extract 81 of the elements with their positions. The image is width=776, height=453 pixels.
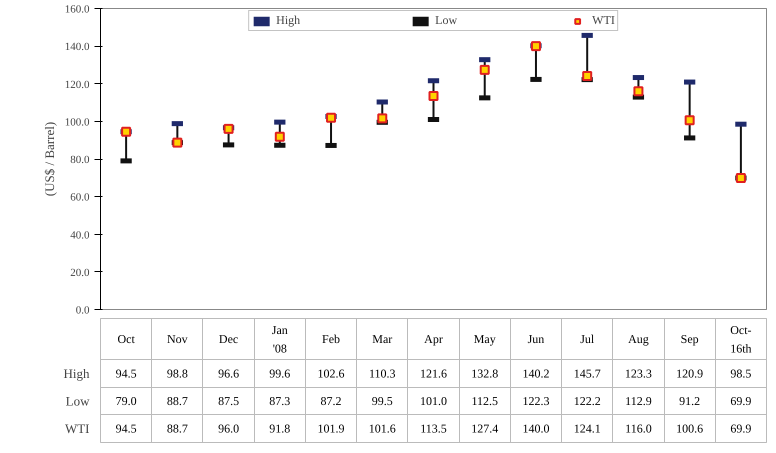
- data-label: 87.3: [269, 394, 290, 408]
- y-tick-label: 60.0: [70, 192, 90, 204]
- point: [633, 86, 644, 96]
- point: [326, 112, 336, 123]
- data-label: 96.0: [218, 422, 240, 436]
- y-tick-label: 100.0: [64, 116, 90, 128]
- data-label: 98.8: [166, 366, 188, 381]
- data-label: 110.3: [368, 366, 396, 381]
- x-tick-label: Jan '08: [272, 323, 288, 356]
- data-label: 116.0: [625, 422, 652, 436]
- point: [377, 113, 388, 124]
- data-label: 112.9: [625, 394, 652, 408]
- point: [274, 132, 285, 142]
- y-tick-label: 140.0: [64, 41, 90, 54]
- y-axis-title: (US$ / Barrel): [42, 122, 57, 196]
- data-label: 87.2: [320, 394, 342, 408]
- x-tick-label: Oct: [117, 332, 136, 346]
- data-label: 91.8: [269, 422, 290, 436]
- data-label: 140.2: [522, 366, 550, 381]
- data-label: 113.5: [420, 422, 447, 436]
- text: High: [64, 366, 90, 382]
- point: [530, 41, 541, 52]
- data-label: 88.7: [166, 394, 188, 408]
- x-tick-label: Apr: [424, 332, 443, 346]
- point: [480, 64, 490, 75]
- point: [224, 124, 234, 134]
- point: [736, 173, 746, 183]
- text: WTI: [64, 421, 90, 436]
- y-tick-label: 80.0: [70, 154, 90, 166]
- x-tick-label: May: [474, 332, 496, 346]
- y-tick-label: 120.0: [64, 78, 90, 91]
- data-label: 120.9: [676, 366, 704, 381]
- data-label: 145.7: [574, 366, 601, 381]
- point: [684, 115, 695, 126]
- x-tick-label: Feb: [322, 332, 340, 346]
- x-tick-label: Jun: [528, 332, 544, 346]
- data-label: 94.5: [116, 366, 137, 381]
- data-label: 122.3: [522, 394, 550, 408]
- point: [582, 71, 592, 82]
- y-tick-label: 160.0: [64, 4, 90, 16]
- data-label: 87.5: [218, 394, 240, 408]
- data-label: 88.7: [166, 422, 188, 436]
- data-label: 94.5: [116, 422, 137, 436]
- x-tick-label: Oct- 16th: [730, 323, 752, 356]
- legend-label: WTI: [592, 13, 615, 28]
- x-tick-label: Nov: [167, 332, 188, 346]
- data-label: 99.6: [269, 366, 290, 381]
- data-label: 96.6: [218, 366, 240, 381]
- data-label: 101.0: [420, 394, 447, 408]
- data-label: 121.6: [420, 366, 447, 381]
- data-label: 98.5: [730, 366, 752, 381]
- y-tick-label: 40.0: [70, 229, 90, 242]
- x-tick-label: Jul: [580, 332, 595, 346]
- data-label: 122.2: [574, 394, 601, 408]
- x-tick-label: Mar: [372, 332, 392, 346]
- data-label: 124.1: [574, 422, 601, 436]
- y-tick-label: 20.0: [70, 266, 90, 279]
- point: [172, 138, 182, 148]
- data-label: 79.0: [116, 394, 137, 408]
- x-tick-label: Sep: [680, 332, 699, 346]
- data-label: 69.9: [730, 394, 752, 408]
- data-label: 112.5: [471, 394, 498, 408]
- point: [428, 90, 438, 101]
- y-tick-label: 0.0: [76, 304, 90, 316]
- data-label: 69.9: [730, 422, 752, 436]
- data-label: 102.6: [318, 366, 345, 381]
- data-label: 101.9: [318, 422, 345, 436]
- legend-label: High: [276, 13, 300, 28]
- data-label: 91.2: [679, 394, 700, 408]
- data-label: 100.6: [676, 422, 704, 436]
- data-label: 140.0: [522, 422, 550, 436]
- data-label: 127.4: [471, 422, 498, 436]
- data-label: 101.6: [368, 422, 396, 436]
- x-tick-label: Aug: [628, 332, 649, 346]
- legend-label: Low: [435, 13, 458, 28]
- text: Low: [66, 394, 90, 409]
- x-tick-label: Dec: [218, 332, 238, 346]
- data-label: 99.5: [372, 394, 393, 408]
- data-label: 132.8: [471, 366, 498, 381]
- data-label: 123.3: [624, 366, 652, 381]
- point: [121, 126, 132, 137]
